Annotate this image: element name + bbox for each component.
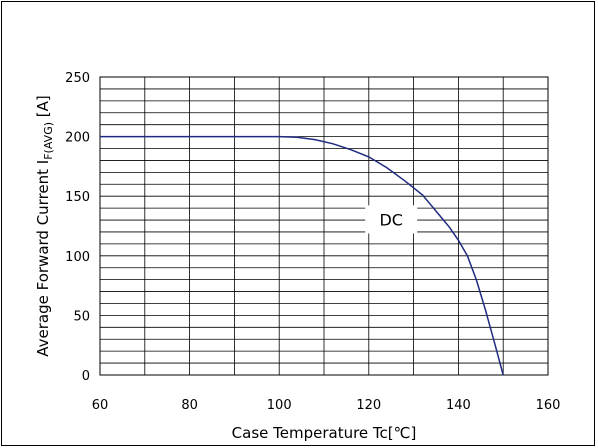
x-axis-title: Case Temperature Tc[℃] [232,424,417,442]
annotation-background [365,205,418,234]
y-tick-label: 250 [65,71,90,86]
y-axis-title-unit: [A] [34,95,52,122]
x-tick-label: 100 [267,398,292,413]
y-tick-label: 0 [82,369,90,384]
x-tick-label: 80 [181,398,198,413]
annotation-layer: DC [365,205,418,234]
x-tick-label: 140 [446,398,471,413]
y-tick-label: 200 [65,131,90,146]
x-tick-label: 60 [92,398,109,413]
x-tick-labels: 60 80 100 120 140 160 [92,398,561,413]
y-axis-title-subscript: F(AVG) [42,122,55,160]
y-tick-label: 50 [73,309,90,324]
y-axis-title: Average Forward Current IF(AVG) [A] [34,95,55,357]
y-axis-title-main: Average Forward Current I [34,160,52,357]
y-tick-label: 150 [65,190,90,205]
x-tick-label: 120 [356,398,381,413]
series-line-dc [100,135,504,376]
grid [100,77,548,375]
x-tick-label: 160 [536,398,561,413]
plot-area [99,76,549,376]
y-tick-labels: 0 50 100 150 200 250 [65,71,90,384]
y-tick-label: 100 [65,250,90,265]
annotation-label-dc: DC [379,210,403,229]
series-layer [100,135,504,376]
